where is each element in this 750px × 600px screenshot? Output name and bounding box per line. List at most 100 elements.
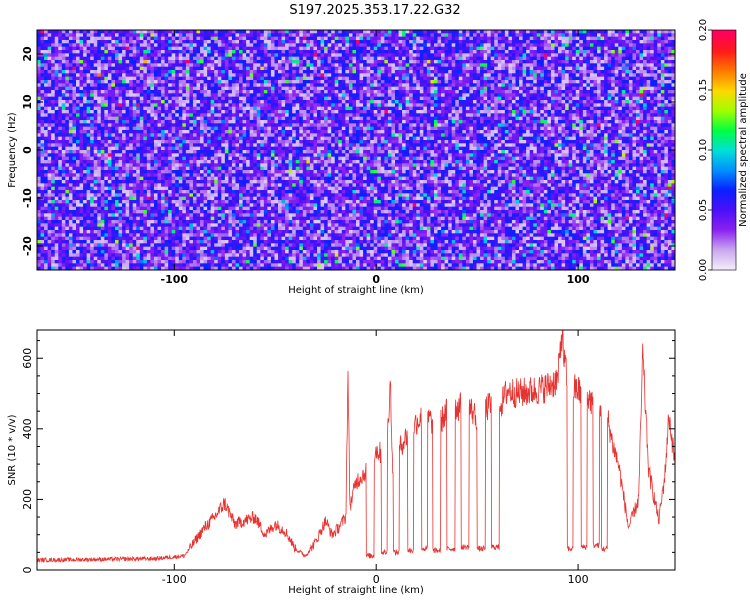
spectrogram-cell [111,63,116,68]
spectrogram-cell [90,60,95,64]
spectrogram-cell [469,73,474,78]
spectrogram-cell [65,43,70,48]
spectrogram-cell [132,83,137,88]
spectrogram-cell [249,83,254,88]
spectrogram-cell [178,103,183,108]
spectrogram-cell [97,110,102,114]
spectrogram-cell [597,73,601,78]
spectrogram-cell [285,96,290,101]
spectrogram-cell [671,43,676,48]
spectrogram-cell [93,63,98,68]
spectrogram-cell [607,113,612,118]
spectrogram-cell [200,40,204,44]
spectrogram-cell [281,76,286,81]
spectrogram-cell [178,93,183,98]
spectrogram-cell [561,60,566,64]
spectrogram-cell [625,63,630,68]
spectrogram-cell [150,80,155,84]
spectrogram-cell [327,63,332,68]
spectrogram-cell [387,100,392,104]
spectrogram-cell [409,96,414,101]
spectrogram-cell [451,50,456,54]
spectrogram-cell [168,43,173,48]
spectrogram-cell [203,76,208,81]
spectrogram-cell [249,96,254,101]
spectrogram-cell [40,106,45,111]
spectrogram-cell [363,40,368,44]
spectrogram-cell [306,30,311,34]
spectrogram-cell [476,36,481,41]
spectrogram-cell [129,70,134,74]
spectrogram-cell [37,116,41,121]
spectrogram-cell [306,53,311,58]
spectrogram-cell [621,43,626,48]
spectrogram-cell [370,120,375,124]
spectrogram-cell [267,53,272,58]
spectrogram-cell [433,106,438,111]
spectrogram-cell [263,110,268,114]
spectrogram-cell [207,106,212,111]
spectrogram-cell [320,63,325,68]
spectrogram-cell [653,113,658,118]
spectrogram-cell [391,93,396,98]
spectrogram-cell [79,90,84,94]
spectrogram-cell [561,76,566,81]
spectrogram-cell [203,93,208,98]
spectrogram-cell [182,43,187,48]
spectrogram-cell [306,106,311,111]
spectrogram-cell [37,90,41,94]
spectrogram-cell [565,110,570,114]
spectrogram-cell [664,36,669,41]
spectrogram-cell [444,76,449,81]
spectrogram-cell [416,50,421,54]
spectrogram-cell [118,63,123,68]
spectrogram-cell [575,103,580,108]
spectrogram-cell [579,53,584,58]
spectrogram-cell [274,63,279,68]
spectrogram-cell [519,43,523,48]
spectrogram-cell [58,73,63,78]
spectrogram-cell [288,76,293,81]
spectrogram-cell [465,36,470,41]
spectrogram-cell [625,103,630,108]
spectrogram-cell [529,73,534,78]
spectrogram-cell [107,50,112,54]
spectrogram-cell [285,80,290,84]
spectrogram-cell [196,60,201,64]
spectrogram-cell [625,93,630,98]
spectrogram-cell [441,50,446,54]
spectrogram-cell [171,60,176,64]
spectrogram-cell [469,100,474,104]
spectrogram-cell [455,60,460,64]
spectrogram-cell [285,86,290,91]
spectrogram-cell [288,60,293,64]
spectrogram-cell [203,80,208,84]
spectrogram-cell [621,33,626,38]
spectrogram-cell [621,86,626,91]
spectrogram-cell [664,50,669,54]
spectrogram-cell [384,103,389,108]
spectrogram-cell [441,60,446,64]
spectrogram-cell [352,30,357,34]
spectrogram-cell [54,90,59,94]
spectrogram-cell [597,106,601,111]
spectrogram-cell [653,30,658,34]
spectrogram-cell [317,80,321,84]
spectrogram-cell [363,53,368,58]
spectrogram-cell [306,93,311,98]
spectrogram-cell [483,30,488,34]
spectrogram-cell [561,30,566,34]
spectrogram-cell [515,73,520,78]
spectrogram-cell [352,103,357,108]
spectrogram-cell [490,80,495,84]
spectrogram-cell [125,73,130,78]
spectrogram-cell [331,110,336,114]
spectrogram-cell [480,60,484,64]
spectrogram-cell [317,100,321,104]
spectrogram-cell [462,120,467,124]
spectrogram-cell [68,50,73,54]
spectrogram-cell [72,116,77,121]
spectrogram-cell [444,90,449,94]
spectrogram-cell [515,76,520,81]
spectrogram-cell [441,83,446,88]
